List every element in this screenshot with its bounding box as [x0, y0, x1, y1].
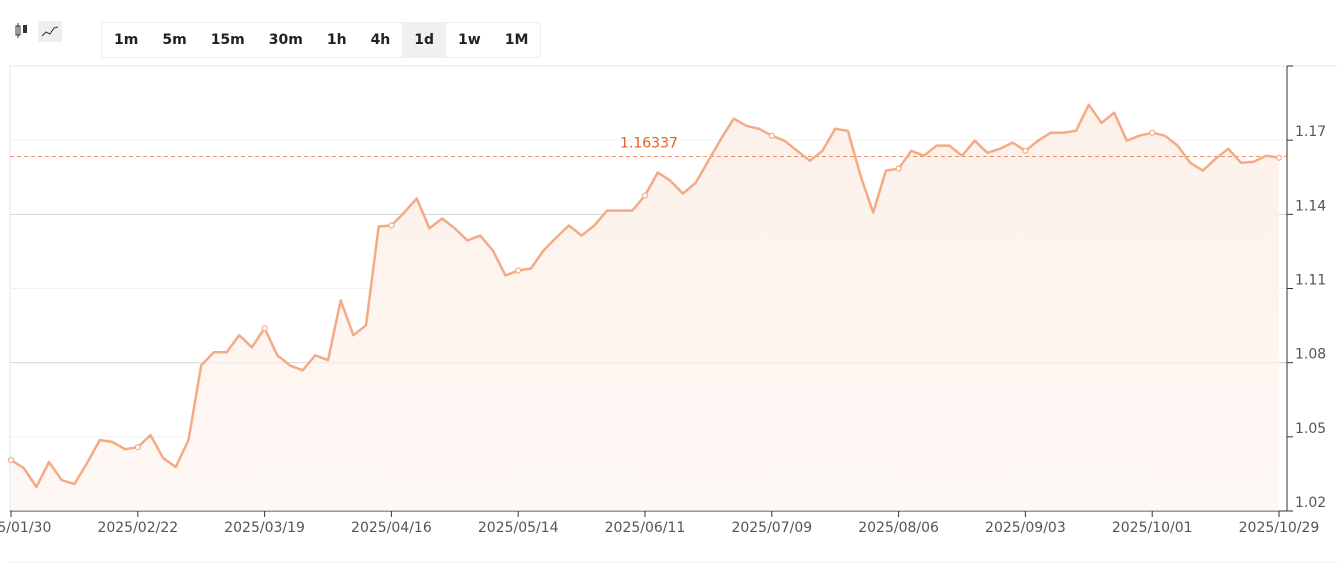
x-tick-label: 2025/09/03: [985, 520, 1066, 536]
x-tick-label: 2025/02/22: [97, 520, 178, 536]
y-tick-label: 1.02: [1295, 495, 1326, 511]
x-tick-label: 2025/04/16: [351, 520, 432, 536]
x-tick-label: 2025/07/09: [731, 520, 812, 536]
point-marker: [1149, 129, 1156, 136]
interval-button[interactable]: 15m: [210, 32, 245, 48]
x-tick-label: 2025/05/14: [478, 520, 559, 536]
point-marker: [895, 165, 902, 172]
interval-toolbar: 1m 5m 15m 30m 1h 4h 1d 1w 1M: [101, 22, 542, 58]
interval-button[interactable]: 4h: [370, 32, 391, 48]
x-tick-label: 2025/08/06: [858, 520, 939, 536]
point-marker: [1022, 147, 1029, 154]
area: [11, 104, 1279, 512]
point-marker: [641, 192, 649, 199]
y-tick-label: 1.14: [1295, 198, 1326, 214]
point-marker: [261, 325, 268, 332]
interval-button[interactable]: 30m: [268, 32, 303, 48]
interval-button[interactable]: 1d: [402, 23, 447, 57]
line-icon-bg[interactable]: [38, 21, 62, 42]
interval-button[interactable]: 1m: [114, 32, 139, 48]
point-marker: [134, 444, 141, 451]
y-tick-label: 1.05: [1295, 421, 1326, 437]
point-marker: [768, 132, 775, 139]
point-marker: [388, 222, 395, 229]
interval-button[interactable]: 1h: [326, 32, 347, 48]
y-tick-label: 1.08: [1295, 347, 1326, 363]
y-tick-label: 1.11: [1295, 273, 1326, 289]
point-marker: [7, 456, 15, 464]
y-tick-label: 1.17: [1295, 124, 1326, 140]
interval-button[interactable]: 5m: [162, 32, 187, 48]
x-tick-label: 2025/06/11: [605, 520, 686, 536]
chart-style-icons: [15, 21, 62, 42]
line-icon[interactable]: [41, 26, 59, 37]
x-tick-label: 2025/10/01: [1112, 520, 1193, 536]
x-tick-label: 2025/10/29: [1239, 520, 1320, 536]
point-marker: [1275, 154, 1283, 161]
interval-button[interactable]: 1M: [504, 32, 529, 48]
x-tick-label: 2025/01/30: [0, 520, 51, 536]
point-marker: [515, 267, 522, 274]
last-price-label: 1.16337: [620, 136, 678, 152]
interval-button[interactable]: 1w: [458, 32, 481, 48]
x-tick-label: 2025/03/19: [224, 520, 305, 536]
candle-icon[interactable]: [15, 23, 27, 38]
